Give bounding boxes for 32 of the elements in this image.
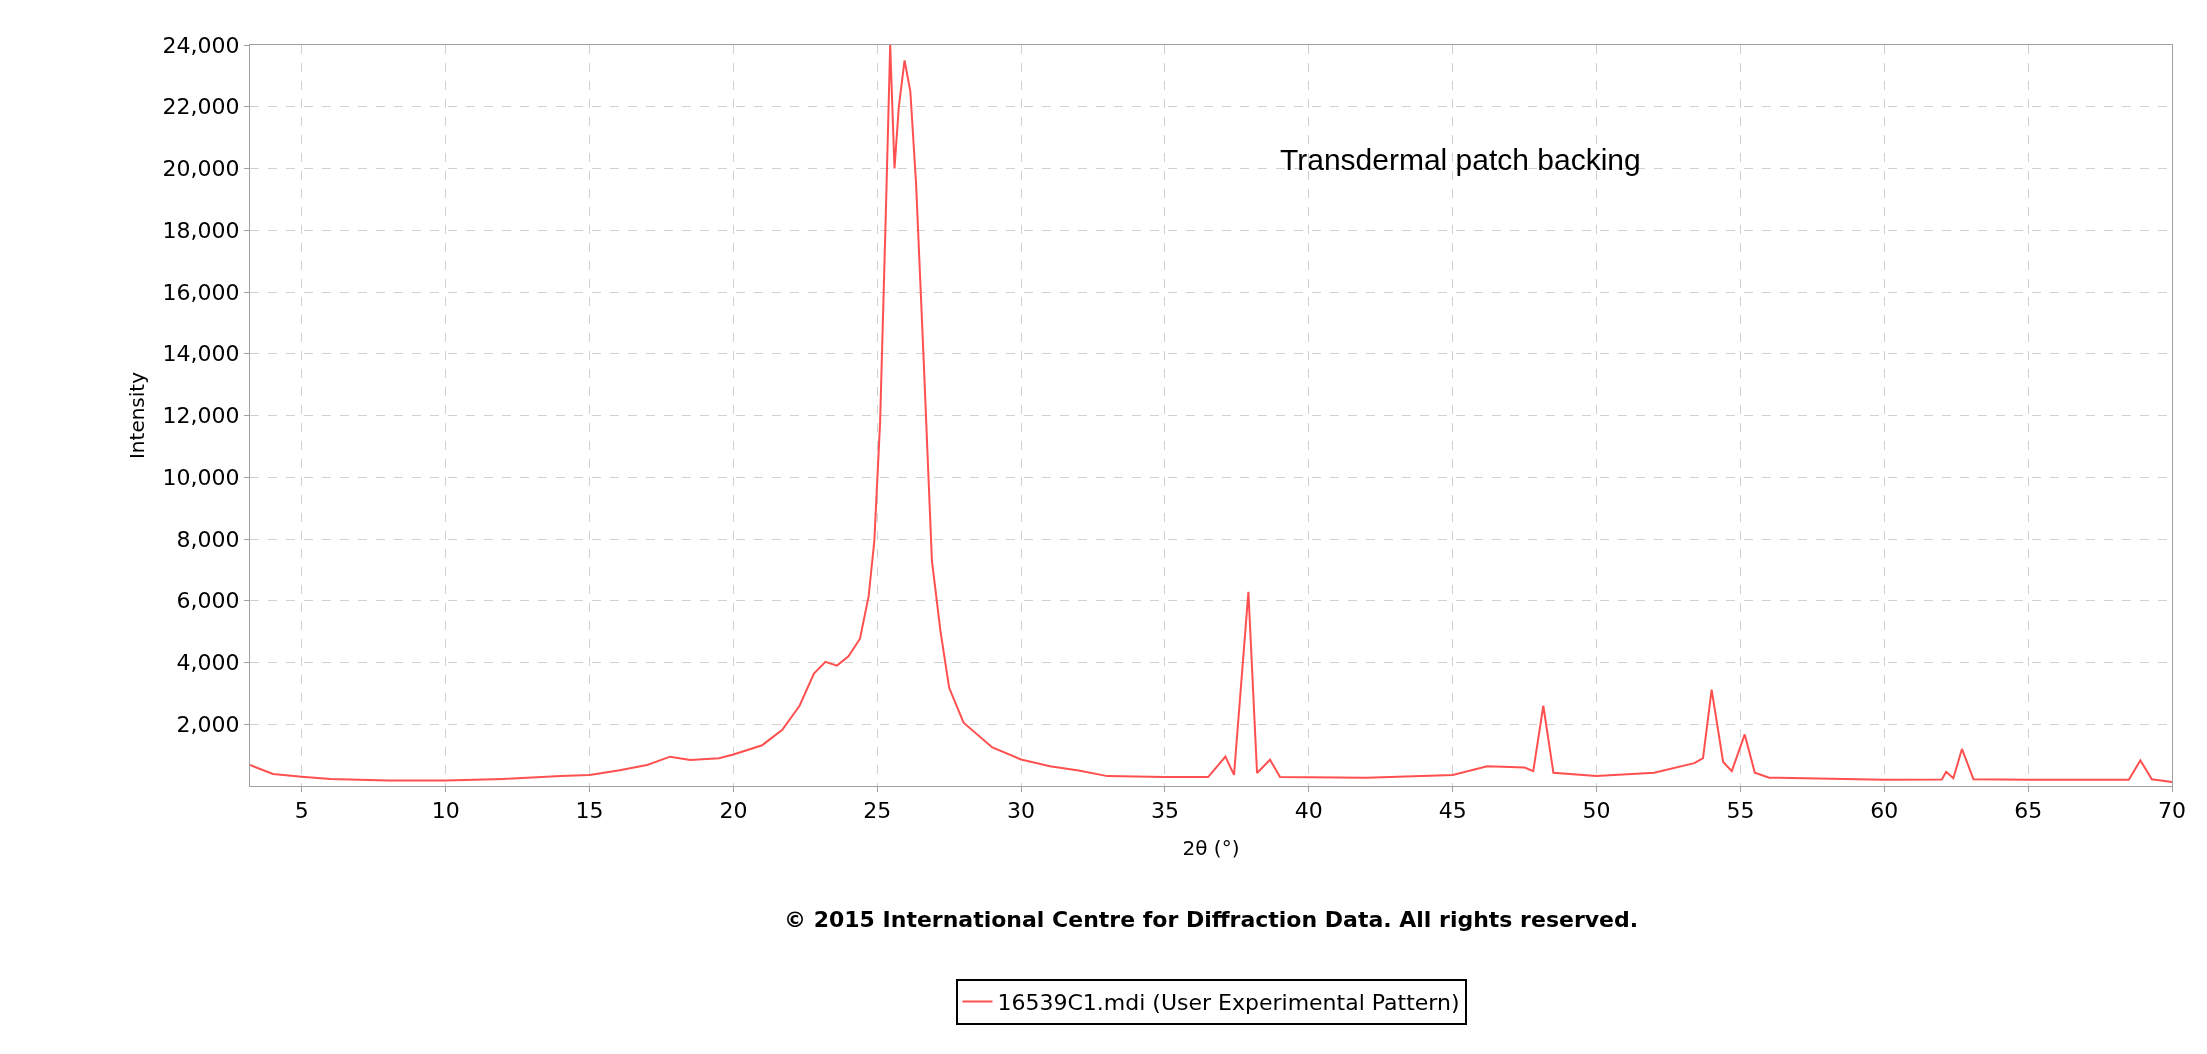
x-tick-label: 55 — [1726, 798, 1755, 824]
y-tick-label: 18,000 — [162, 217, 240, 243]
x-tick-label: 10 — [431, 798, 460, 824]
text: © 2015 International Centre for Diffraction Data. All rights reserved. — [784, 907, 1639, 932]
x-axis-title: 2θ (°) — [1182, 835, 1240, 860]
y-axis-title: Intensity — [125, 371, 150, 460]
x-tick-label: 15 — [575, 798, 604, 824]
x-tick-label: 25 — [863, 798, 892, 824]
y-tick-label: 16,000 — [162, 279, 240, 305]
line-series — [250, 45, 2172, 783]
x-tick-label: 20 — [719, 798, 748, 824]
x-tick-label: 65 — [2014, 798, 2043, 824]
y-tick-label: 14,000 — [162, 341, 240, 367]
x-tick-label: 70 — [2158, 798, 2186, 824]
x-tick-label: 60 — [1870, 798, 1899, 824]
y-tick-label: 4,000 — [176, 650, 240, 676]
x-tick-label: 30 — [1007, 798, 1036, 824]
y-tick-label: 24,000 — [162, 32, 240, 58]
x-tick-label: 5 — [294, 798, 309, 824]
x-tick-label: 35 — [1150, 798, 1179, 824]
y-tick-label: 2,000 — [176, 711, 240, 737]
x-tick-label: 50 — [1582, 798, 1611, 824]
legend-label: 16539C1.mdi (User Experimental Pattern) — [997, 990, 1460, 1016]
y-tick-label: 10,000 — [162, 464, 240, 490]
y-tick-label: 12,000 — [162, 403, 240, 429]
y-tick-label: 6,000 — [176, 588, 240, 614]
x-tick-label: 40 — [1294, 798, 1323, 824]
annotation: Transdermal patch backing — [1280, 143, 1641, 176]
y-tick-label: 8,000 — [176, 526, 240, 552]
x-tick-label: 45 — [1438, 798, 1467, 824]
y-tick-label: 20,000 — [162, 156, 240, 182]
y-tick-label: 22,000 — [162, 94, 240, 120]
